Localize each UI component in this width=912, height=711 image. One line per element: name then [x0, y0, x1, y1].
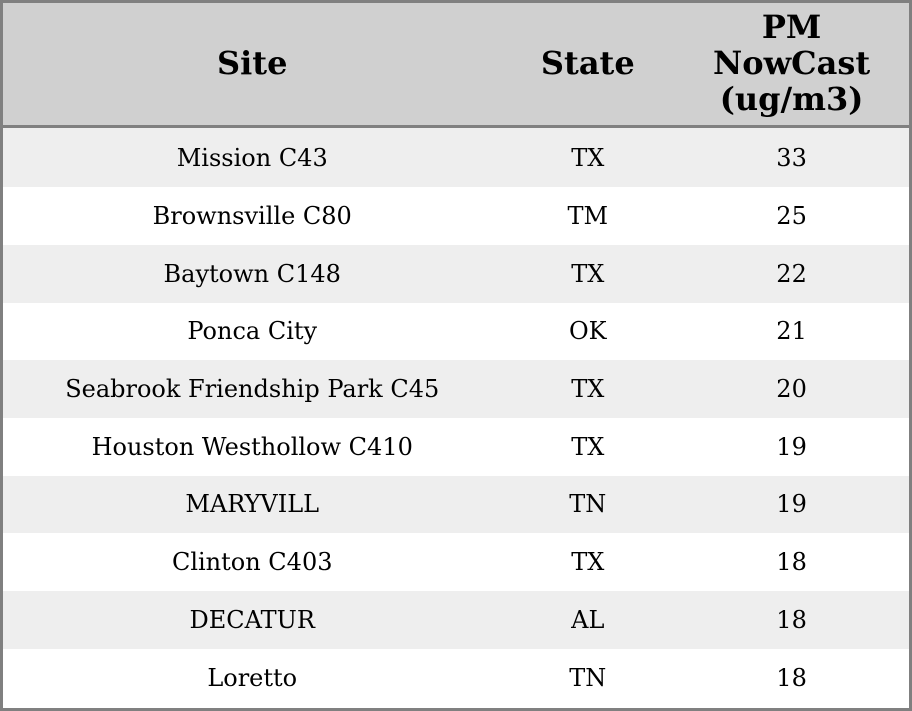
pm-nowcast-cell: 19 [674, 417, 911, 476]
table-body: Mission C43 TX 33 Brownsville C80 TM 25 … [1, 126, 911, 710]
table-row: Mission C43 TX 33 [1, 126, 911, 188]
table-header: Site State PM NowCast (ug/m3) [1, 1, 911, 128]
pm-nowcast-cell: 19 [674, 475, 911, 534]
table-row: Ponca City OK 21 [1, 302, 911, 361]
state-cell: TN [501, 475, 675, 534]
table-row: MARYVILL TN 19 [1, 475, 911, 534]
state-cell: AL [501, 590, 675, 649]
pm-nowcast-cell: 18 [674, 648, 911, 710]
state-cell: TN [501, 648, 675, 710]
state-cell: OK [501, 302, 675, 361]
site-cell: Seabrook Friendship Park C45 [1, 360, 502, 418]
state-cell: TX [501, 533, 675, 591]
site-cell: Houston Westhollow C410 [1, 417, 502, 476]
table-row: Brownsville C80 TM 25 [1, 187, 911, 245]
pm-nowcast-cell: 25 [674, 187, 911, 245]
pm-nowcast-cell: 18 [674, 590, 911, 649]
site-cell: Brownsville C80 [1, 187, 502, 245]
table-row: Baytown C148 TX 22 [1, 244, 911, 303]
state-cell: TM [501, 187, 675, 245]
column-header-pm-nowcast: PM NowCast (ug/m3) [674, 1, 911, 128]
pm-nowcast-cell: 33 [674, 126, 911, 188]
table-row: DECATUR AL 18 [1, 590, 911, 649]
site-cell: Mission C43 [1, 126, 502, 188]
pm-nowcast-cell: 21 [674, 302, 911, 361]
table-row: Clinton C403 TX 18 [1, 533, 911, 591]
table-row: Houston Westhollow C410 TX 19 [1, 417, 911, 476]
state-cell: TX [501, 417, 675, 476]
pm-nowcast-cell: 22 [674, 244, 911, 303]
table-row: Loretto TN 18 [1, 648, 911, 710]
site-cell: Clinton C403 [1, 533, 502, 591]
state-cell: TX [501, 126, 675, 188]
site-cell: MARYVILL [1, 475, 502, 534]
state-cell: TX [501, 244, 675, 303]
site-cell: DECATUR [1, 590, 502, 649]
header-row: Site State PM NowCast (ug/m3) [1, 1, 911, 128]
site-cell: Baytown C148 [1, 244, 502, 303]
column-header-site: Site [1, 1, 502, 128]
column-header-state: State [501, 1, 675, 128]
site-cell: Loretto [1, 648, 502, 710]
pm-nowcast-cell: 18 [674, 533, 911, 591]
state-cell: TX [501, 360, 675, 418]
table-row: Seabrook Friendship Park C45 TX 20 [1, 360, 911, 418]
pm-nowcast-cell: 20 [674, 360, 911, 418]
site-cell: Ponca City [1, 302, 502, 361]
